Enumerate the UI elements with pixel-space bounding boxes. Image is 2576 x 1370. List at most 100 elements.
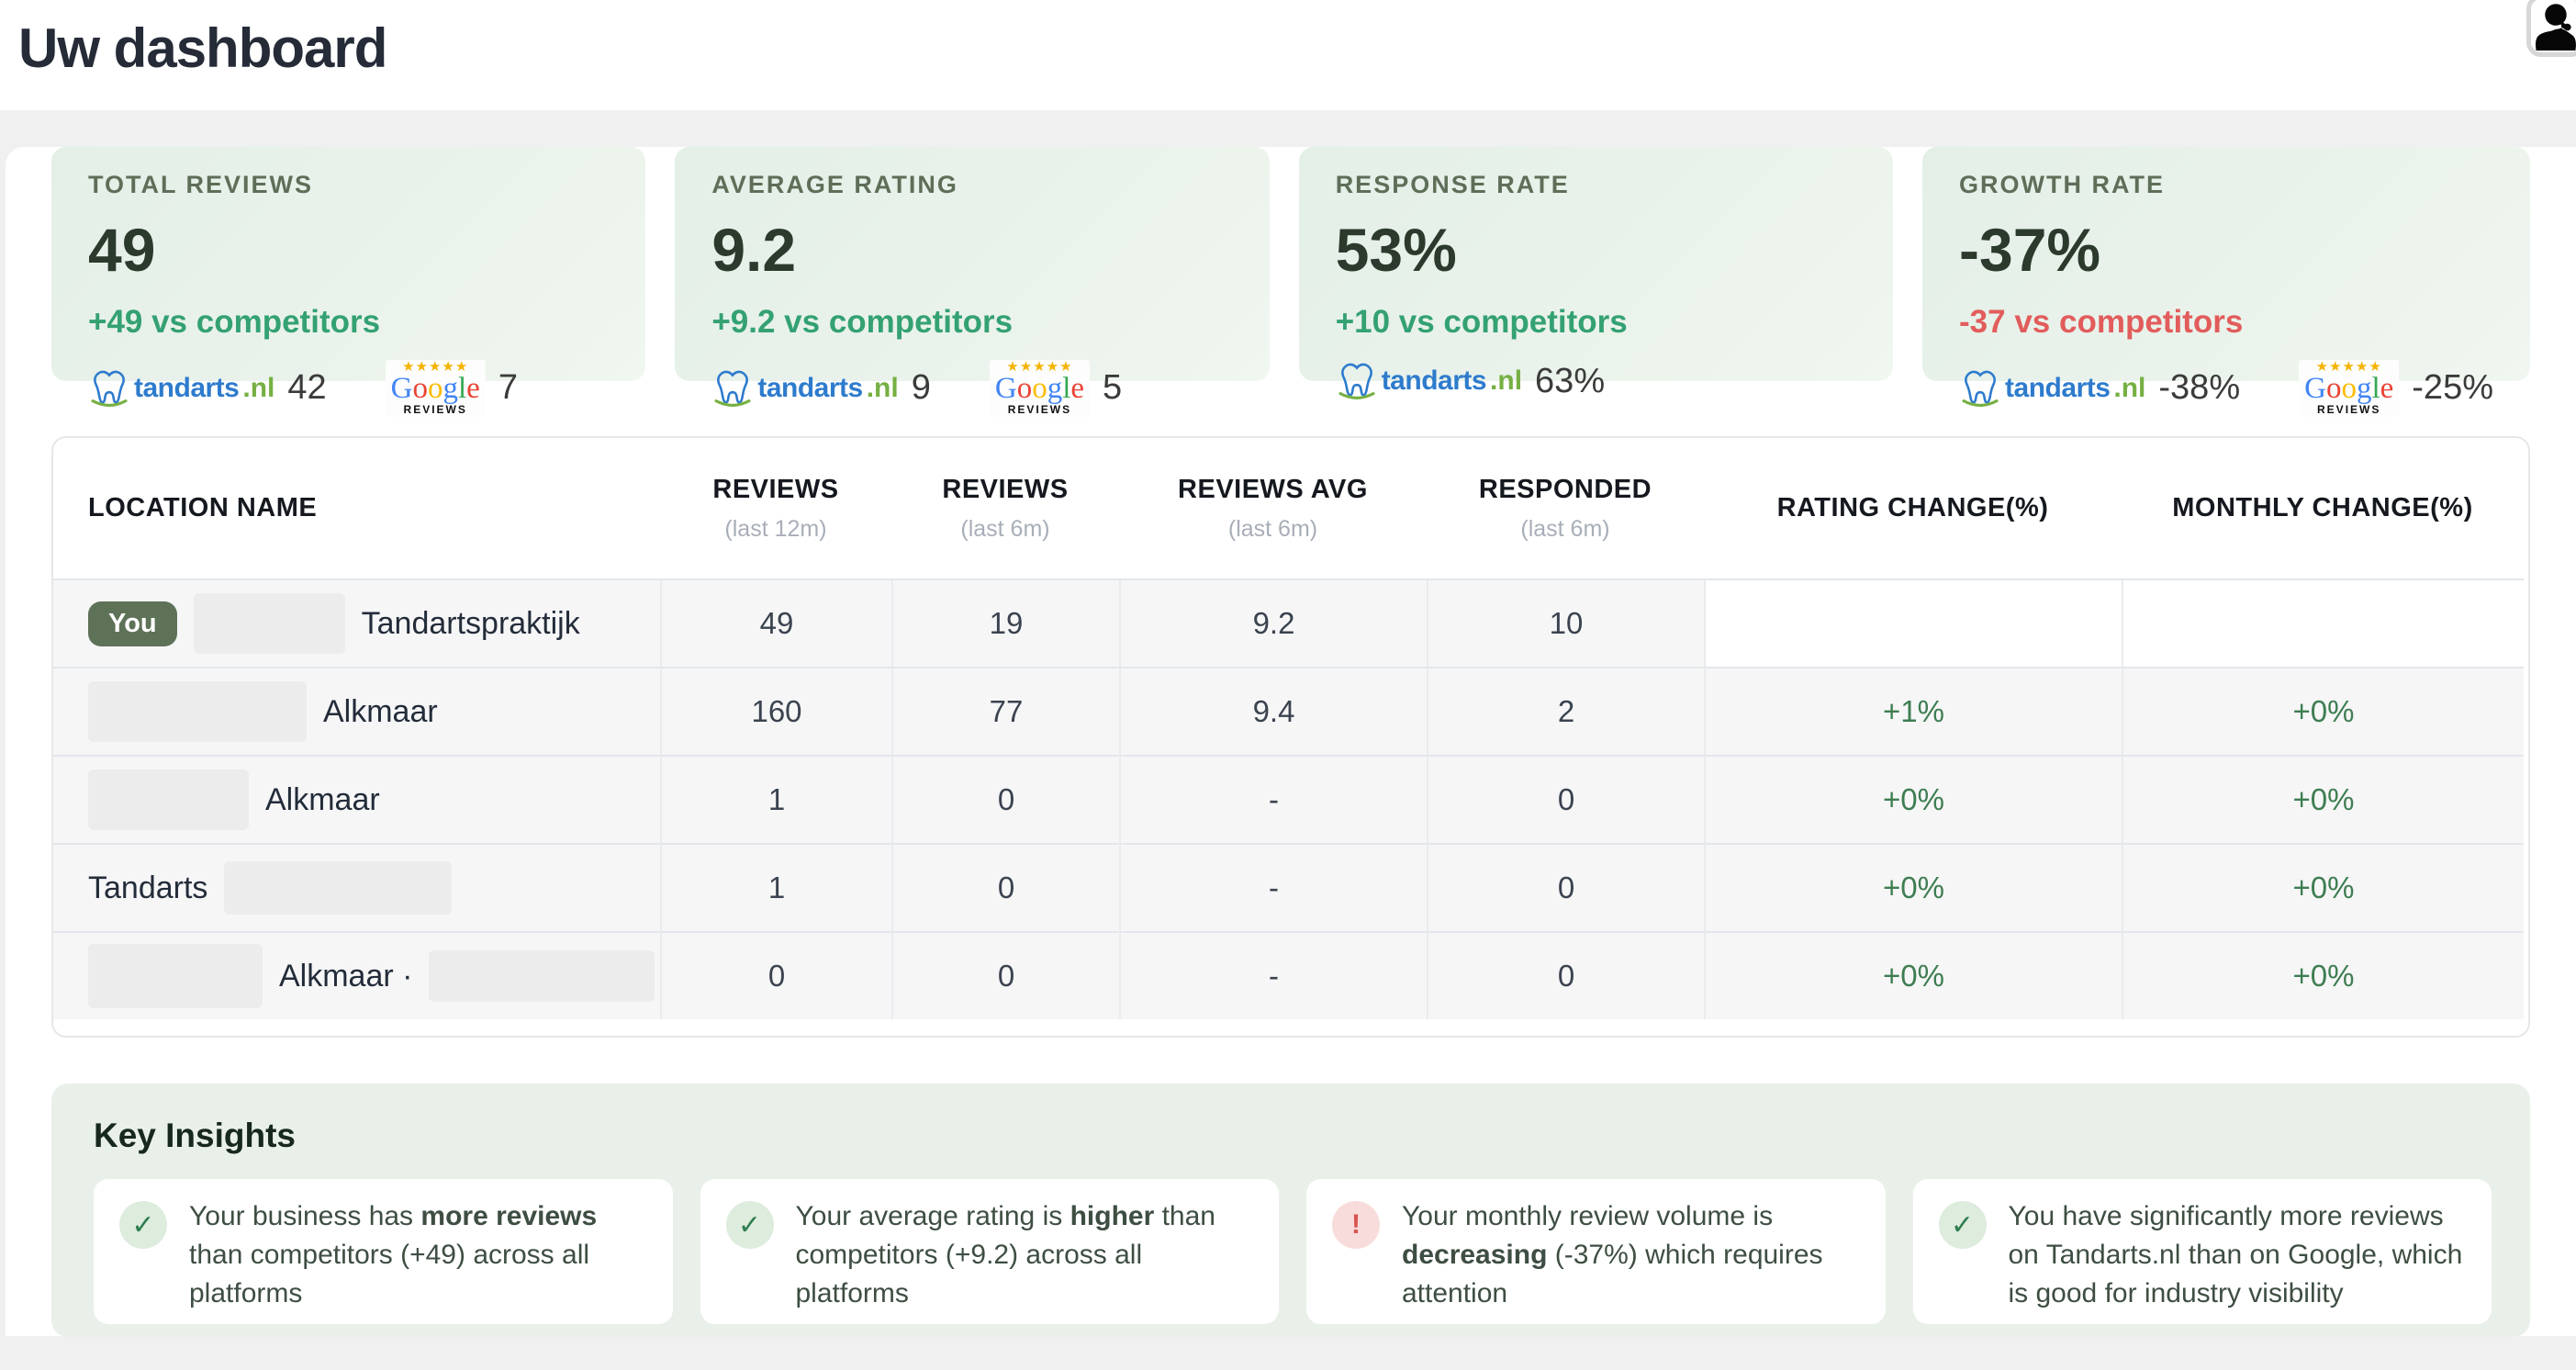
google-reviews-logo-icon: ★★★★★ Google REVIEWS xyxy=(2299,360,2400,417)
check-icon: ✓ xyxy=(119,1201,167,1249)
location-name: Alkmaar xyxy=(265,781,380,817)
rating-change-value: +0% xyxy=(1704,843,2122,931)
person-icon xyxy=(2536,4,2576,51)
redacted-text xyxy=(193,593,345,654)
responded-value: 2 xyxy=(1427,667,1704,755)
reviews-6m-value: 77 xyxy=(891,667,1119,755)
location-name: Alkmaar xyxy=(323,693,438,729)
stat-value: 53% xyxy=(1335,216,1457,284)
platform-breakdown: tandarts .nl -38% ★★★★★ Google REVIEWS -2… xyxy=(1959,360,2493,417)
reviews-12m-value: 1 xyxy=(660,755,891,843)
check-icon: ✓ xyxy=(725,1201,774,1249)
redacted-text xyxy=(429,950,655,1002)
stat-label: TOTAL REVIEWS xyxy=(88,171,314,198)
col-header-rating-change: RATING CHANGE(%) xyxy=(1776,493,2049,522)
stat-card-growth-rate: GROWTH RATE -37% -37 vs competitors tand… xyxy=(1922,147,2530,417)
google-reviews-logo-icon: ★★★★★ Google REVIEWS xyxy=(989,360,1091,417)
stat-label: AVERAGE RATING xyxy=(711,171,958,198)
monthly-change-value: +0% xyxy=(2122,667,2524,755)
redacted-text xyxy=(88,944,263,1008)
rating-change-value: +0% xyxy=(1704,755,2122,843)
stat-card-total-reviews: TOTAL REVIEWS 49 +49 vs competitors tand… xyxy=(51,147,646,417)
location-name: Tandarts xyxy=(88,870,208,905)
monthly-change-value: +0% xyxy=(2122,931,2524,1019)
table-row-competitor: Alkmaar · 0 0 - 0 +0% +0% xyxy=(53,931,2528,1019)
google-platform-stat: ★★★★★ Google REVIEWS 5 xyxy=(989,360,1123,417)
platform-breakdown: tandarts .nl 42 ★★★★★ Google REVIEWS 7 xyxy=(88,360,609,417)
reviews-12m-value: 49 xyxy=(660,578,891,667)
redacted-text xyxy=(88,681,307,742)
col-header-reviews-avg: REVIEWS AVG xyxy=(1178,474,1368,504)
insight-card: ! Your monthly review volume is decreasi… xyxy=(1306,1179,1886,1324)
insight-card: ✓ You have significantly more reviews on… xyxy=(1912,1179,2492,1324)
responded-value: 0 xyxy=(1427,755,1704,843)
stat-card-average-rating: AVERAGE RATING 9.2 +9.2 vs competitors t… xyxy=(675,147,1270,417)
reviews-12m-value: 0 xyxy=(660,931,891,1019)
stat-value: -37% xyxy=(1959,216,2101,284)
stat-card-response-rate: RESPONSE RATE 53% +10 vs competitors tan… xyxy=(1298,147,1894,400)
you-badge: You xyxy=(88,601,177,646)
monthly-change-value: +0% xyxy=(2122,755,2524,843)
alert-icon: ! xyxy=(1332,1201,1380,1249)
user-avatar[interactable] xyxy=(2526,0,2576,57)
responded-value: 0 xyxy=(1427,931,1704,1019)
table-row-competitor: Alkmaar 1 0 - 0 +0% +0% xyxy=(53,755,2528,843)
redacted-text xyxy=(88,769,249,830)
tandarts-platform-stat: tandarts .nl 63% xyxy=(1336,360,1605,402)
reviews-avg-value: - xyxy=(1119,931,1427,1019)
tandarts-count: 42 xyxy=(287,368,327,408)
table-row-you: You Tandartspraktijk 49 19 9.2 10 xyxy=(53,578,2528,667)
platform-breakdown: tandarts .nl 9 ★★★★★ Google REVIEWS 5 xyxy=(711,360,1232,417)
platform-breakdown: tandarts .nl 63% xyxy=(1336,360,1856,402)
stat-cards: TOTAL REVIEWS 49 +49 vs competitors tand… xyxy=(51,147,2530,417)
insight-card: ✓ Your average rating is higher than com… xyxy=(700,1179,1279,1324)
tandarts-platform-stat: tandarts .nl 42 xyxy=(88,367,327,410)
tandarts-platform-stat: tandarts .nl -38% xyxy=(1959,367,2240,410)
tandarts-logo-icon: tandarts .nl xyxy=(1336,360,1522,402)
col-header-responded: RESPONDED xyxy=(1478,474,1652,504)
stat-vs-competitors: +49 vs competitors xyxy=(88,304,381,340)
google-platform-stat: ★★★★★ Google REVIEWS 7 xyxy=(385,360,518,417)
location-name: Tandartspraktijk xyxy=(361,605,580,641)
google-count: -25% xyxy=(2412,368,2493,408)
monthly-change-value: +0% xyxy=(2122,843,2524,931)
tandarts-logo-icon: tandarts .nl xyxy=(88,367,274,410)
col-header-reviews-6m: REVIEWS xyxy=(942,474,1069,504)
rating-change-value xyxy=(1704,578,2122,667)
tandarts-count: -38% xyxy=(2158,368,2241,408)
stat-vs-competitors: +10 vs competitors xyxy=(1335,304,1628,340)
stat-vs-competitors: -37 vs competitors xyxy=(1959,304,2244,340)
table-header-row: LOCATION NAME REVIEWS (last 12m) REVIEWS(… xyxy=(88,474,2473,542)
reviews-6m-value: 0 xyxy=(891,843,1119,931)
stat-value: 49 xyxy=(88,216,156,284)
tandarts-logo-icon: tandarts .nl xyxy=(1959,367,2145,410)
reviews-6m-value: 19 xyxy=(891,578,1119,667)
check-icon: ✓ xyxy=(1938,1201,1987,1249)
location-name: Alkmaar · xyxy=(279,958,413,994)
key-insights-section: Key Insights ✓ Your business has more re… xyxy=(51,1084,2530,1337)
key-insights-title: Key Insights xyxy=(94,1117,296,1154)
page-title: Uw dashboard xyxy=(18,17,387,79)
tandarts-logo-icon: tandarts .nl xyxy=(711,367,899,410)
reviews-avg-value: 9.4 xyxy=(1119,667,1427,755)
tandarts-count: 9 xyxy=(911,368,931,408)
tandarts-platform-stat: tandarts .nl 9 xyxy=(711,367,931,410)
tandarts-count: 63% xyxy=(1535,361,1606,400)
google-reviews-logo-icon: ★★★★★ Google REVIEWS xyxy=(385,360,486,417)
stat-value: 9.2 xyxy=(711,216,797,284)
reviews-avg-value: 9.2 xyxy=(1119,578,1427,667)
responded-value: 10 xyxy=(1427,578,1704,667)
reviews-avg-value: - xyxy=(1119,755,1427,843)
reviews-avg-value: - xyxy=(1119,843,1427,931)
main-content: TOTAL REVIEWS 49 +49 vs competitors tand… xyxy=(6,147,2576,1337)
insight-cards: ✓ Your business has more reviews than co… xyxy=(94,1179,2492,1324)
monthly-change-value xyxy=(2122,578,2524,667)
google-count: 5 xyxy=(1103,368,1123,408)
col-header-location: LOCATION NAME xyxy=(88,493,318,522)
redacted-text xyxy=(224,861,453,915)
google-count: 7 xyxy=(498,368,518,408)
stat-label: RESPONSE RATE xyxy=(1335,171,1570,198)
page-header: Uw dashboard xyxy=(0,0,2576,110)
col-header-monthly-change: MONTHLY CHANGE(%) xyxy=(2172,493,2473,522)
table-row-competitor: Alkmaar 160 77 9.4 2 +1% +0% xyxy=(53,667,2528,755)
